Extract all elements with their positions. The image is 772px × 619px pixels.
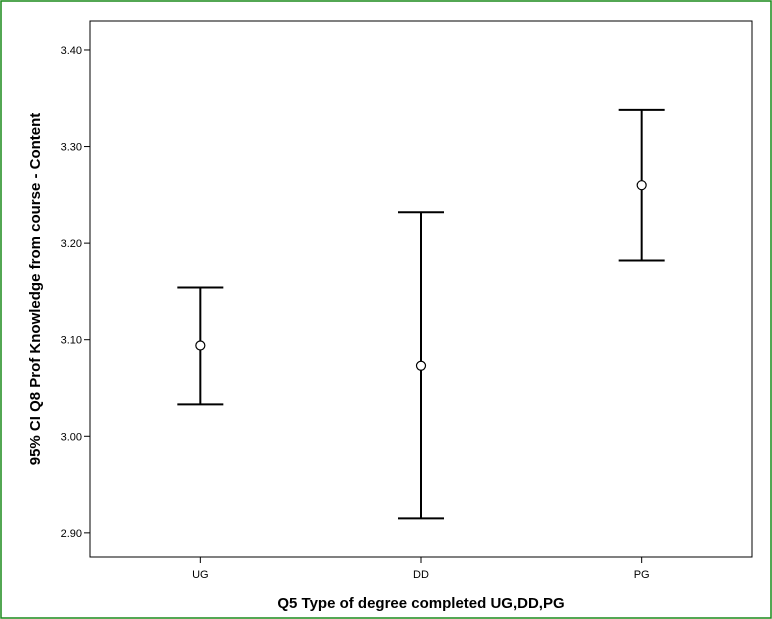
y-axis: 2.90 3.00 3.10 3.20 3.30 3.40 [61,45,90,540]
y-tick-label: 3.40 [61,45,82,57]
x-axis: UG DD PG [192,557,650,581]
y-tick-label: 3.10 [61,335,82,347]
y-tick-label: 3.30 [61,142,82,154]
x-tick-label: PG [634,569,650,581]
y-tick-label: 3.00 [61,431,82,443]
x-tick-label: UG [192,569,209,581]
error-bars [177,108,665,520]
y-axis-label: 95% CI Q8 Prof Knowledge from course - C… [27,113,44,466]
mean-marker [636,180,647,191]
y-tick-label: 2.90 [61,528,82,540]
mean-marker [415,360,427,371]
x-axis-label: Q5 Type of degree completed UG,DD,PG [277,595,564,612]
x-tick-label: DD [413,569,429,581]
mean-marker [195,340,206,351]
y-tick-label: 3.20 [61,238,82,250]
